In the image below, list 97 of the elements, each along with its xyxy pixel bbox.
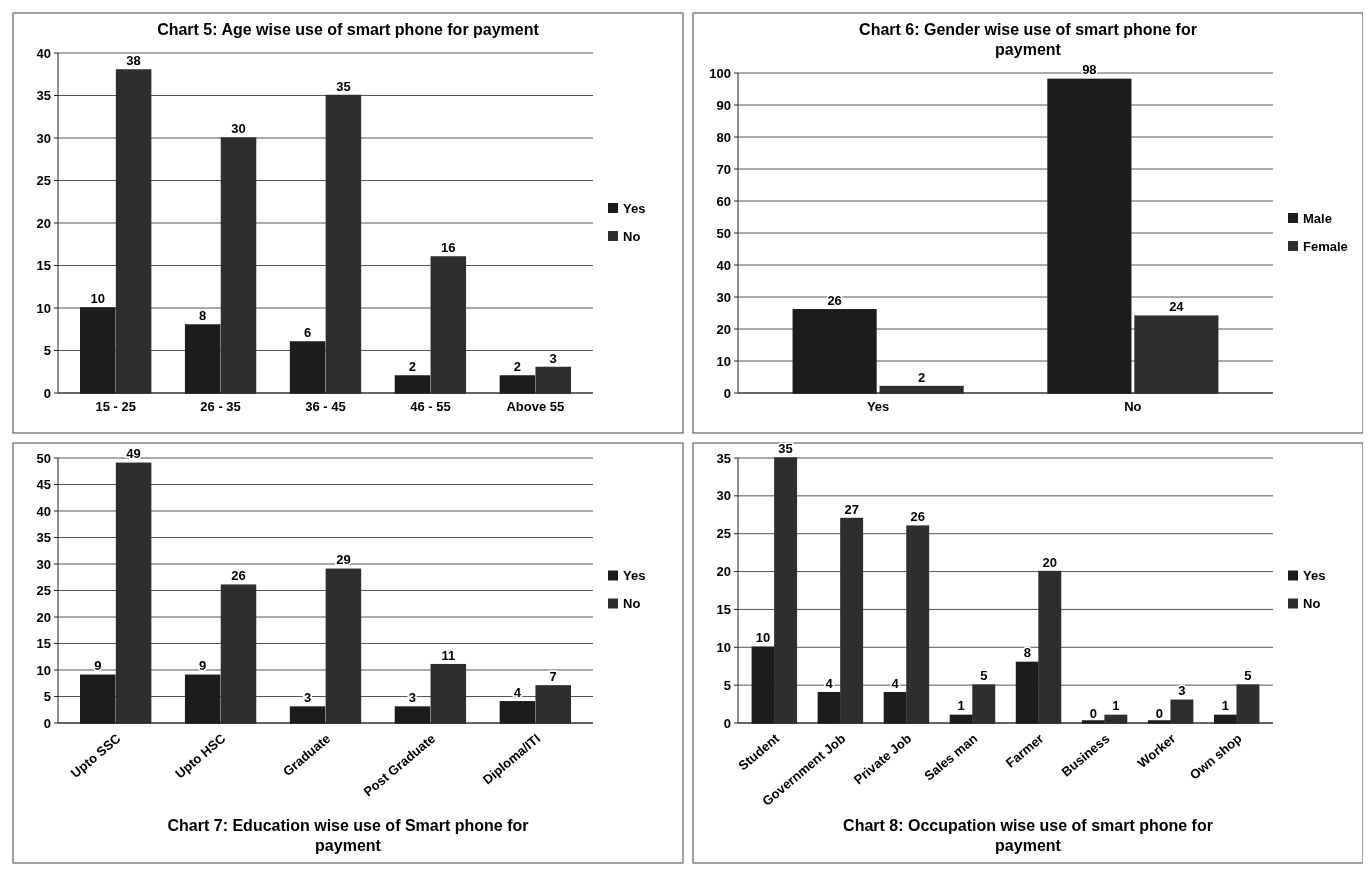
x-tick-label: Above 55 (506, 399, 565, 414)
x-tick-label: 36 - 45 (305, 399, 346, 414)
data-label: 27 (844, 501, 859, 517)
y-tick-label: 80 (716, 129, 731, 145)
y-tick-label: 15 (716, 601, 731, 617)
y-tick-label: 25 (716, 526, 731, 542)
y-tick-label: 30 (36, 556, 51, 572)
y-tick-label: 90 (716, 97, 731, 113)
y-tick-label: 40 (36, 503, 51, 519)
data-label: 0 (1089, 706, 1097, 721)
y-tick-label: 5 (723, 677, 731, 693)
chart-title: Chart 6: Gender wise use of smart phone for payment (859, 21, 1197, 58)
x-tick-label: 46 - 55 (410, 399, 451, 414)
y-tick-label: 35 (36, 88, 51, 104)
data-label: 8 (1023, 645, 1031, 661)
legend-label: No (623, 596, 641, 612)
y-tick-label: 15 (36, 258, 51, 274)
y-tick-label: 15 (36, 636, 51, 652)
data-label: 8 (199, 308, 207, 323)
y-tick-label: 30 (36, 130, 51, 146)
data-label: 49 (126, 446, 141, 462)
y-tick-label: 50 (716, 225, 731, 241)
data-label: 3 (1178, 683, 1186, 699)
data-label: 5 (980, 668, 988, 684)
x-tick-label: Yes (866, 399, 890, 414)
legend-label: Yes (623, 568, 646, 584)
y-tick-label: 10 (716, 639, 731, 655)
y-tick-label: 40 (36, 45, 51, 61)
legend-label: No (623, 228, 641, 244)
y-tick-label: 50 (36, 450, 51, 466)
data-label: 35 (336, 78, 351, 94)
data-label: 4 (825, 675, 834, 691)
data-label: 30 (231, 121, 246, 136)
y-tick-label: 25 (36, 173, 51, 189)
y-tick-label: 0 (43, 715, 51, 731)
data-label: 24 (1169, 299, 1185, 315)
y-tick-label: 5 (43, 343, 51, 359)
legend-label: Male (1303, 210, 1332, 226)
text: Chart 8: Occupation wise use of smart phone for payment (843, 817, 1213, 854)
data-label: 5 (1244, 668, 1252, 684)
data-label: 7 (549, 668, 557, 684)
y-tick-label: 20 (716, 321, 731, 337)
legend-label: Yes (623, 200, 646, 216)
data-label: 4 (513, 684, 522, 700)
data-label: 1 (1112, 698, 1120, 714)
data-label: 26 (231, 568, 246, 584)
y-tick-label: 45 (36, 477, 51, 493)
y-tick-label: 70 (716, 161, 731, 177)
data-label: 2 (408, 359, 417, 374)
y-tick-label: 25 (36, 583, 51, 599)
y-tick-label: 20 (716, 564, 731, 580)
y-tick-label: 40 (716, 257, 731, 273)
y-tick-label: 35 (36, 530, 51, 546)
x-tick-label: Upto SSC (67, 730, 124, 781)
y-tick-label: 0 (43, 385, 51, 401)
data-label: 29 (336, 552, 351, 568)
data-label: 20 (1042, 554, 1058, 570)
data-label: 38 (126, 53, 141, 68)
data-label: 4 (891, 675, 900, 691)
y-tick-label: 10 (716, 353, 731, 369)
y-tick-label: 60 (716, 193, 731, 209)
y-tick-label: 10 (36, 300, 51, 316)
data-label: 2 (918, 369, 926, 385)
y-tick-label: 20 (36, 215, 51, 231)
data-label: 1 (1221, 698, 1230, 714)
data-label: 6 (303, 325, 312, 340)
y-tick-label: 30 (716, 488, 731, 504)
data-label: 26 (910, 509, 925, 525)
data-label: 9 (199, 658, 207, 674)
data-label: 26 (827, 292, 842, 308)
data-label: 1 (957, 698, 965, 714)
y-tick-label: 10 (36, 662, 51, 678)
data-label: 11 (441, 647, 456, 663)
x-tick-label: 26 - 35 (200, 399, 241, 414)
legend-label: No (1303, 596, 1321, 612)
data-label: 35 (778, 441, 793, 456)
y-tick-label: 30 (716, 289, 731, 305)
data-label: 10 (90, 291, 106, 306)
data-label: 9 (94, 658, 102, 674)
y-tick-label: 0 (723, 715, 731, 731)
data-label: 2 (513, 359, 522, 374)
legend-label: Female (1303, 238, 1348, 254)
data-label: 3 (549, 350, 557, 366)
legend-label: Yes (1303, 568, 1326, 584)
data-label: 10 (755, 630, 771, 646)
text: Chart 7: Education wise use of Smart phone for payment (167, 817, 529, 854)
data-label: 16 (441, 240, 456, 255)
x-tick-label: 15 - 25 (95, 399, 136, 414)
chart-title: Chart 5: Age wise use of smart phone for payment (157, 21, 540, 38)
x-tick-label: No (1124, 399, 1142, 414)
data-label: 0 (1155, 706, 1163, 721)
y-tick-label: 35 (716, 450, 731, 466)
y-tick-label: 0 (723, 385, 731, 401)
y-tick-label: 100 (709, 65, 731, 81)
y-tick-label: 5 (43, 689, 51, 705)
data-label: 98 (1082, 62, 1097, 78)
y-tick-label: 20 (36, 609, 51, 625)
